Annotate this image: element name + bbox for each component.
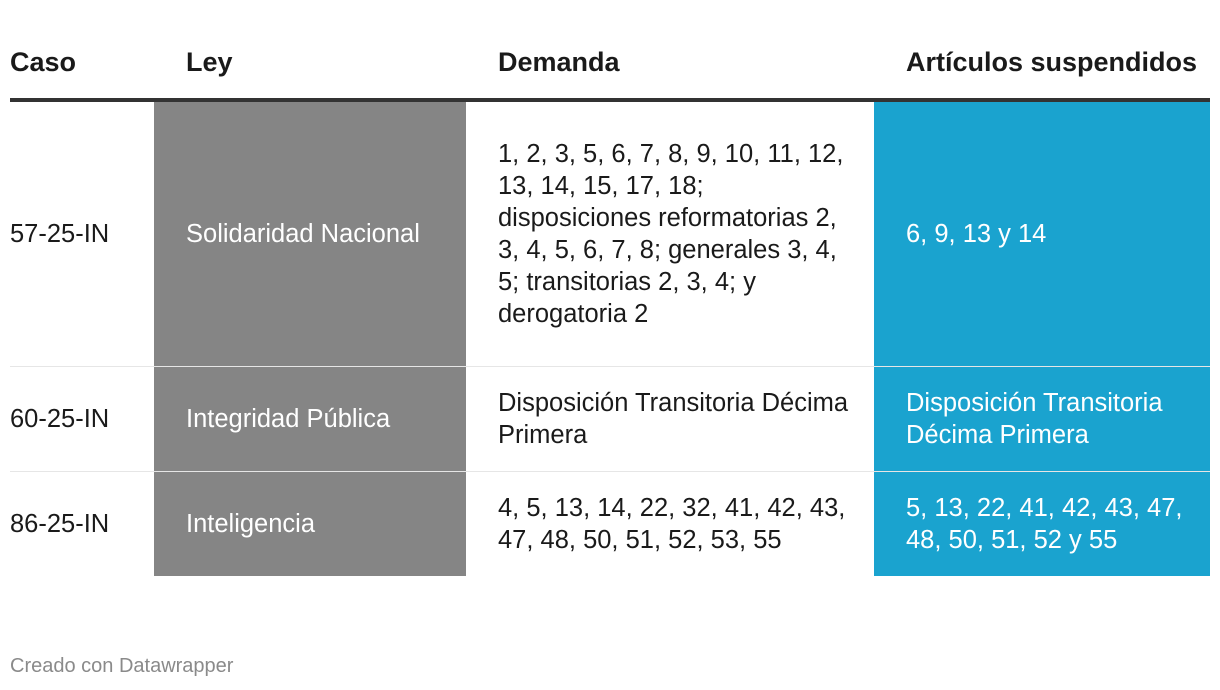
cell-demanda: Disposición Transitoria Décima Primera [466, 366, 874, 472]
table-row: 57-25-IN Solidaridad Nacional 1, 2, 3, 5… [10, 100, 1210, 367]
column-header-articulos-suspendidos: Artículos suspendidos [874, 36, 1210, 102]
cell-caso: 86-25-IN [10, 510, 110, 538]
cell-caso: 57-25-IN [10, 100, 154, 367]
cell-caso: 60-25-IN [10, 366, 154, 472]
cell-articulos-suspendidos: 6, 9, 13 y 14 [874, 100, 1210, 367]
cell-ley: Solidaridad Nacional [154, 100, 466, 367]
header-row: Caso Ley Demanda Artículos suspendidos [10, 36, 1210, 102]
cell-articulos-suspendidos: Disposición Transitoria Décima Primera [874, 366, 1210, 472]
datawrapper-credit: Creado con Datawrapper [10, 655, 234, 677]
cell-ley: Integridad Pública [154, 366, 466, 472]
cell-demanda: 1, 2, 3, 5, 6, 7, 8, 9, 10, 11, 12, 13, … [466, 100, 874, 367]
column-header-demanda: Demanda [466, 36, 874, 102]
cell-articulos-suspendidos: 5, 13, 22, 41, 42, 43, 47, 48, 50, 51, 5… [874, 471, 1210, 576]
column-header-caso: Caso [10, 36, 154, 102]
cases-table: Caso Ley Demanda Artículos suspendidos 5… [10, 36, 1210, 576]
table-row: 60-25-IN Integridad Pública Disposición … [10, 366, 1210, 472]
column-header-ley: Ley [154, 36, 466, 102]
cell-ley: Inteligencia [154, 471, 466, 576]
table-row: 86-25-IN Inteligencia 4, 5, 13, 14, 22, … [10, 471, 1210, 576]
cell-demanda: 4, 5, 13, 14, 22, 32, 41, 42, 43, 47, 48… [498, 494, 846, 554]
